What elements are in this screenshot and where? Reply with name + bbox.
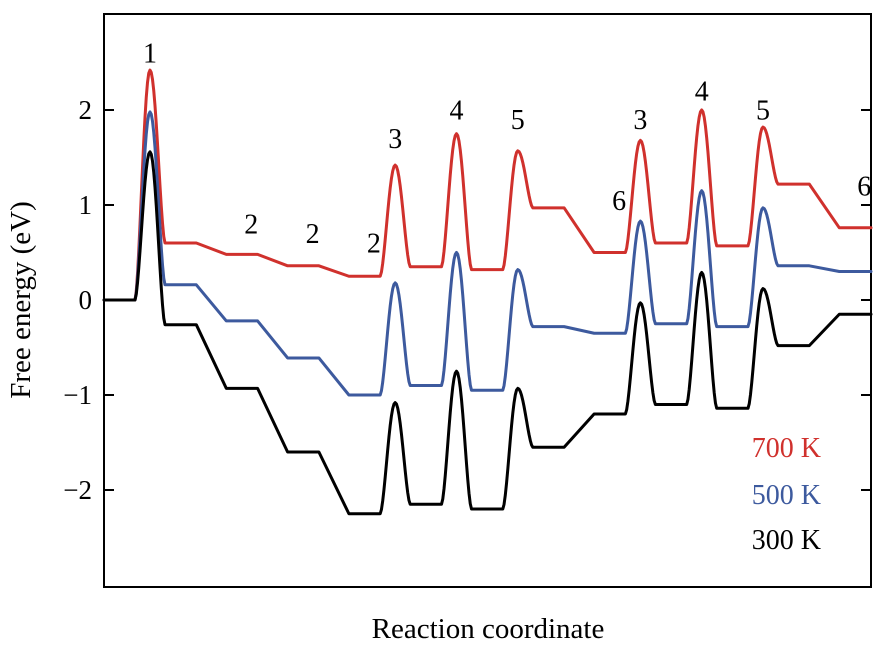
y-axis-label: Free energy (eV) xyxy=(5,201,37,399)
step-label: 6 xyxy=(857,172,871,203)
step-labels: 1 2 2 2 3 4 5 6 3 4 5 6 xyxy=(143,39,871,260)
y-tick-label: 0 xyxy=(79,285,93,315)
step-label: 1 xyxy=(143,39,157,70)
step-label: 5 xyxy=(756,96,770,127)
y-axis: 2 1 0 −1 −2 xyxy=(63,95,871,505)
step-label: 3 xyxy=(633,105,647,136)
step-label: 3 xyxy=(388,124,402,155)
series-curves xyxy=(102,68,873,516)
step-label: 5 xyxy=(511,105,525,136)
y-tick-label: 1 xyxy=(79,190,93,220)
series-line-500-k xyxy=(102,110,873,397)
legend-entry: 700 K xyxy=(752,433,821,464)
y-tick-label: 2 xyxy=(79,95,93,125)
series-line-700-k xyxy=(102,68,873,302)
y-tick-label: −1 xyxy=(63,380,92,410)
legend: 700 K 500 K 300 K xyxy=(752,433,821,556)
step-label: 4 xyxy=(450,96,464,127)
step-label: 6 xyxy=(612,186,626,217)
x-axis-label: Reaction coordinate xyxy=(372,613,605,645)
legend-entry: 300 K xyxy=(752,525,821,556)
step-label: 4 xyxy=(695,77,709,108)
y-tick-label: −2 xyxy=(63,475,92,505)
legend-entry: 500 K xyxy=(752,480,821,511)
step-label: 2 xyxy=(367,229,381,260)
step-label: 2 xyxy=(306,219,320,250)
series-line-300-k xyxy=(102,150,873,516)
step-label: 2 xyxy=(244,210,258,241)
